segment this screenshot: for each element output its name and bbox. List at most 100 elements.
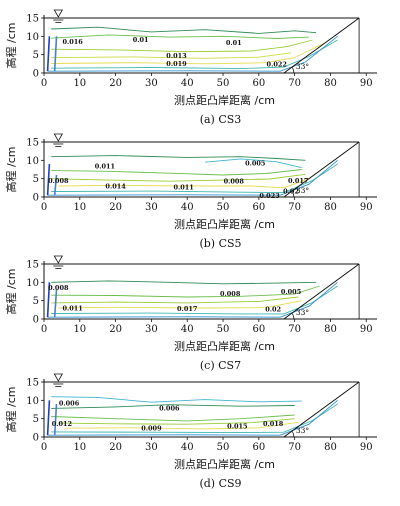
x-tick-label: 70: [288, 202, 301, 213]
panel-caption: (d) CS9: [199, 477, 241, 490]
panel-4: 33° 0 10 20 30 40 50 60 70 80 90 0 5 10 15 0.006 0.006 0.…: [4, 373, 377, 490]
contour-line: [51, 396, 302, 403]
y-tick-label: 5: [33, 296, 39, 307]
bank-angle-label: 33°: [296, 62, 310, 71]
contour-value-label: 0.014: [105, 183, 126, 191]
y-tick-label: 15: [26, 378, 39, 389]
contour-value-label: 0.012: [52, 420, 72, 428]
x-tick-label: 30: [145, 442, 158, 453]
contour-value-label: 0.015: [227, 423, 248, 431]
contour-value-label: 0.011: [173, 183, 193, 191]
water-level-triangle-icon: [53, 9, 64, 18]
contour-line: [53, 403, 58, 436]
x-tick-label: 90: [360, 202, 373, 213]
panel-caption: (b) CS5: [199, 237, 241, 250]
contour-line: [46, 163, 51, 196]
contour-line: [51, 43, 324, 65]
bank-angle-label: 33°: [296, 426, 310, 435]
y-tick-label: 15: [26, 138, 39, 149]
y-tick-label: 15: [26, 14, 39, 25]
contour-line: [51, 280, 317, 285]
contour-line: [58, 300, 302, 309]
y-tick-label: 5: [33, 174, 39, 185]
x-tick-label: 70: [288, 442, 301, 453]
x-tick-label: 70: [288, 78, 301, 89]
contour-line: [47, 399, 338, 436]
x-tick-label: 10: [73, 202, 86, 213]
x-axis-label: 测点距凸岸距离 /cm: [174, 93, 275, 107]
x-tick-label: 50: [217, 442, 230, 453]
x-tick-label: 40: [181, 78, 194, 89]
y-tick-label: 0: [33, 315, 39, 326]
contour-line: [51, 39, 338, 70]
contour-line: [47, 281, 338, 318]
y-tick-label: 0: [33, 433, 39, 444]
panel-caption: (c) CS7: [200, 359, 241, 372]
bank-angle-arc: [291, 431, 295, 438]
contour-value-label: 0.009: [141, 425, 162, 433]
x-axis-label: 测点距凸岸距离 /cm: [174, 339, 275, 353]
x-tick-label: 50: [217, 324, 230, 335]
contour-line: [47, 35, 338, 72]
x-tick-label: 50: [217, 202, 230, 213]
y-tick-label: 0: [33, 69, 39, 80]
x-tick-label: 80: [324, 78, 337, 89]
contour-line: [47, 159, 338, 196]
contour-line: [205, 158, 302, 169]
y-axis-label: 高程 /cm: [4, 147, 18, 193]
contour-value-label: 0.01: [133, 36, 149, 44]
contour-value-label: 0.017: [288, 177, 308, 185]
contour-value-label: 0.006: [59, 399, 80, 407]
contour-value-label: 0.02: [283, 188, 299, 196]
bank-angle-label: 33°: [296, 186, 310, 195]
water-level-triangle-icon: [53, 255, 64, 264]
y-tick-label: 0: [33, 193, 39, 204]
contour-line: [51, 173, 306, 182]
x-tick-label: 20: [109, 442, 122, 453]
contour-line: [51, 414, 295, 422]
y-tick-label: 5: [33, 50, 39, 61]
contour-value-label: 0.02: [265, 305, 281, 313]
y-tick-label: 10: [26, 396, 39, 407]
contour-value-label: 0.011: [95, 163, 115, 171]
contour-value-label: 0.005: [245, 159, 266, 167]
water-level-triangle-icon: [53, 373, 64, 382]
x-tick-label: 10: [73, 324, 86, 335]
x-tick-label: 70: [288, 324, 301, 335]
y-axis-label: 高程 /cm: [4, 387, 18, 433]
contour-line: [46, 400, 51, 436]
contour-line: [46, 36, 51, 72]
channel-bed-line: [44, 141, 360, 198]
x-tick-label: 0: [41, 78, 47, 89]
x-tick-label: 60: [252, 324, 265, 335]
x-tick-label: 80: [324, 324, 337, 335]
water-level-triangle-icon: [53, 133, 64, 142]
contour-value-label: 0.011: [62, 304, 82, 312]
contour-line: [53, 289, 58, 318]
contour-value-label: 0.017: [177, 305, 197, 313]
x-tick-label: 60: [252, 442, 265, 453]
bank-angle-arc: [291, 313, 295, 320]
x-tick-label: 30: [145, 324, 158, 335]
contour-line: [58, 418, 295, 425]
contour-value-label: 0.008: [224, 178, 245, 186]
x-tick-label: 90: [360, 324, 373, 335]
contour-line: [51, 155, 306, 161]
x-tick-label: 30: [145, 202, 158, 213]
x-tick-label: 0: [41, 442, 47, 453]
contour-line: [58, 178, 310, 189]
panel-caption: (a) CS3: [200, 113, 242, 126]
contour-value-label: 0.022: [267, 61, 287, 69]
contour-line: [65, 421, 299, 430]
x-tick-label: 20: [109, 78, 122, 89]
contour-line: [46, 282, 51, 318]
panel-2: 33° 0 10 20 30 40 50 60 70 80 90 0 5 10 15 0.011 0.005 0.…: [4, 133, 377, 250]
contour-line: [51, 404, 295, 409]
contour-line: [53, 174, 58, 196]
channel-bed-line: [44, 17, 360, 74]
contour-line: [51, 39, 313, 53]
contour-line: [51, 169, 302, 176]
contour-value-label: 0.008: [48, 177, 69, 185]
y-tick-label: 10: [26, 156, 39, 167]
